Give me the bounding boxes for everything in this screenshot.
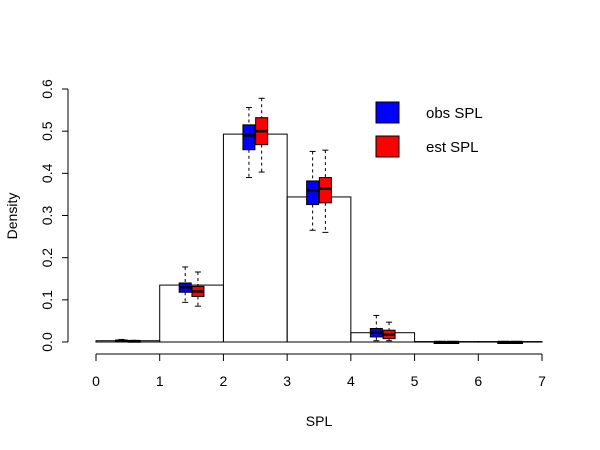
legend-swatch-0 <box>375 101 400 124</box>
boxplot-est-spl-3 <box>318 149 332 233</box>
boxplot-obs-spl-5 <box>433 340 447 344</box>
x-tick-label-4: 4 <box>347 373 355 389</box>
histogram-bar-2 <box>222 133 288 343</box>
y-tick-label-5: 0.5 <box>39 121 55 141</box>
boxplots <box>114 97 524 344</box>
boxplot-est-spl-1 <box>191 271 205 307</box>
boxplot-est-spl-5 <box>446 340 460 344</box>
boxplot-obs-spl-1 <box>178 266 192 303</box>
x-tick-label-0: 0 <box>92 373 100 389</box>
x-tick-label-7: 7 <box>538 373 546 389</box>
y-tick-label-3: 0.3 <box>39 206 55 226</box>
legend-swatch-1 <box>375 135 400 158</box>
x-tick-label-2: 2 <box>220 373 228 389</box>
boxplot-est-spl-6 <box>510 340 524 344</box>
x-tick-label-6: 6 <box>474 373 482 389</box>
x-axis-label: SPL <box>306 413 333 429</box>
box <box>318 177 332 204</box>
y-tick-label-0: 0.0 <box>39 332 55 352</box>
boxplot-obs-spl-0 <box>114 338 128 343</box>
legend-label-0: obs SPL <box>426 105 483 122</box>
boxplot-est-spl-2 <box>255 97 269 173</box>
x-tick-label-1: 1 <box>156 373 164 389</box>
y-tick-label-2: 0.2 <box>39 248 55 268</box>
histogram-bar-3 <box>286 196 352 343</box>
boxplot-est-spl-0 <box>127 339 141 343</box>
x-tick-label-3: 3 <box>283 373 291 389</box>
boxplot-est-spl-4 <box>382 321 396 342</box>
legend-label-1: est SPL <box>426 139 479 156</box>
y-tick-label-4: 0.4 <box>39 163 55 183</box>
legend: obs SPL est SPL <box>375 101 483 158</box>
box <box>242 124 256 151</box>
y-tick-label-6: 0.6 <box>39 79 55 99</box>
axes: 0.0 0.1 0.2 0.3 0.4 0.5 0.6 0 1 2 3 4 5 6 7 <box>39 79 546 389</box>
boxplot-obs-spl-3 <box>306 150 320 231</box>
y-axis-label: Density <box>4 193 20 240</box>
boxplot-obs-spl-4 <box>369 314 383 342</box>
box <box>306 180 320 206</box>
x-tick-label-5: 5 <box>411 373 419 389</box>
x-axis: 0 1 2 3 4 5 6 7 <box>92 353 546 389</box>
y-tick-label-1: 0.1 <box>39 290 55 310</box>
histogram-bars <box>95 133 543 343</box>
boxplot-obs-spl-2 <box>242 107 256 179</box>
y-axis: 0.0 0.1 0.2 0.3 0.4 0.5 0.6 <box>39 79 69 352</box>
boxplot-obs-spl-6 <box>497 340 511 344</box>
